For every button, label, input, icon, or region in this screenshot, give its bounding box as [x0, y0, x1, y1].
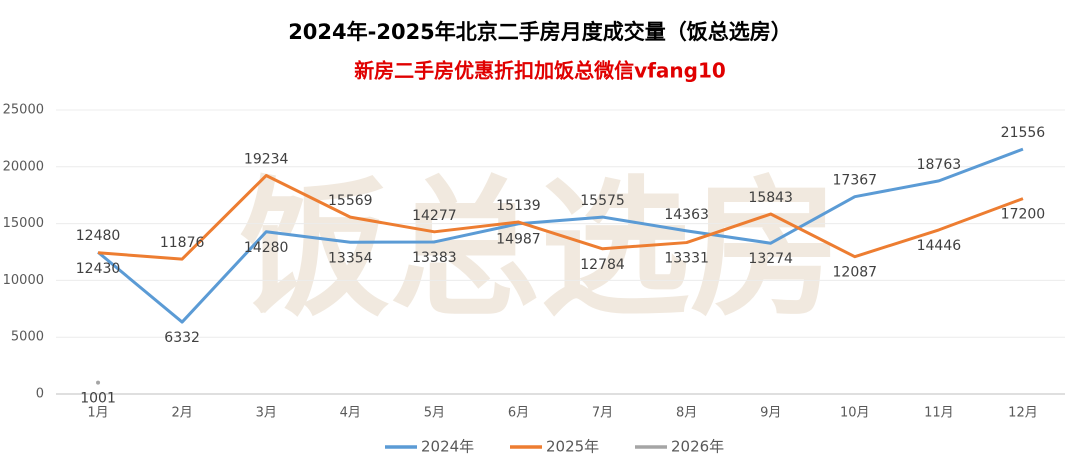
data-label: 14987 [496, 232, 541, 248]
data-label: 15843 [748, 190, 793, 206]
data-label: 18763 [917, 157, 962, 173]
data-label: 11876 [160, 235, 205, 251]
legend-label: 2025年 [546, 438, 599, 456]
x-tick-label: 8月 [676, 406, 697, 421]
series-point [96, 380, 101, 385]
x-tick-label: 4月 [340, 406, 361, 421]
x-tick-label: 12月 [1008, 406, 1038, 421]
data-label: 12480 [76, 228, 121, 244]
y-tick-label: 15000 [3, 216, 44, 231]
x-tick-label: 9月 [760, 406, 781, 421]
y-tick-label: 0 [36, 387, 44, 402]
x-tick-label: 1月 [87, 406, 108, 421]
data-label: 15139 [496, 198, 541, 214]
data-label: 15569 [328, 193, 373, 209]
chart-title: 2024年-2025年北京二手房月度成交量（饭总选房） [288, 20, 792, 44]
data-label: 19234 [244, 152, 289, 168]
series-line [97, 174, 1024, 261]
data-label: 1001 [80, 391, 116, 407]
data-label: 12784 [580, 257, 625, 273]
y-tick-label: 25000 [3, 103, 44, 118]
x-tick-label: 3月 [256, 406, 277, 421]
data-label: 17200 [1001, 207, 1046, 223]
x-tick-label: 5月 [424, 406, 445, 421]
x-tick-label: 10月 [840, 406, 870, 421]
data-label: 6332 [164, 330, 200, 346]
chart-subtitle: 新房二手房优惠折扣加饭总微信vfang10 [354, 59, 726, 83]
data-label: 12087 [833, 265, 878, 281]
data-label: 12430 [76, 261, 121, 277]
y-tick-label: 10000 [3, 273, 44, 288]
watermark: 饭总选房 [240, 163, 840, 337]
data-label: 13383 [412, 250, 457, 266]
data-label: 14363 [664, 207, 709, 223]
y-tick-label: 5000 [11, 330, 44, 345]
x-tick-label: 2月 [171, 406, 192, 421]
data-label: 15575 [580, 193, 625, 209]
data-label: 14280 [244, 240, 289, 256]
series-line [97, 147, 1024, 324]
x-tick-label: 6月 [508, 406, 529, 421]
legend-label: 2026年 [671, 438, 724, 456]
x-tick-label: 11月 [924, 406, 954, 421]
data-label: 13274 [748, 251, 793, 267]
x-tick-label: 7月 [592, 406, 613, 421]
data-label: 17367 [833, 173, 878, 189]
data-label: 13331 [664, 251, 709, 267]
data-label: 14277 [412, 208, 457, 224]
data-label: 21556 [1001, 125, 1046, 141]
legend-label: 2024年 [421, 438, 474, 456]
y-tick-label: 20000 [3, 159, 44, 174]
data-label: 14446 [917, 238, 962, 254]
data-label: 13354 [328, 250, 373, 266]
